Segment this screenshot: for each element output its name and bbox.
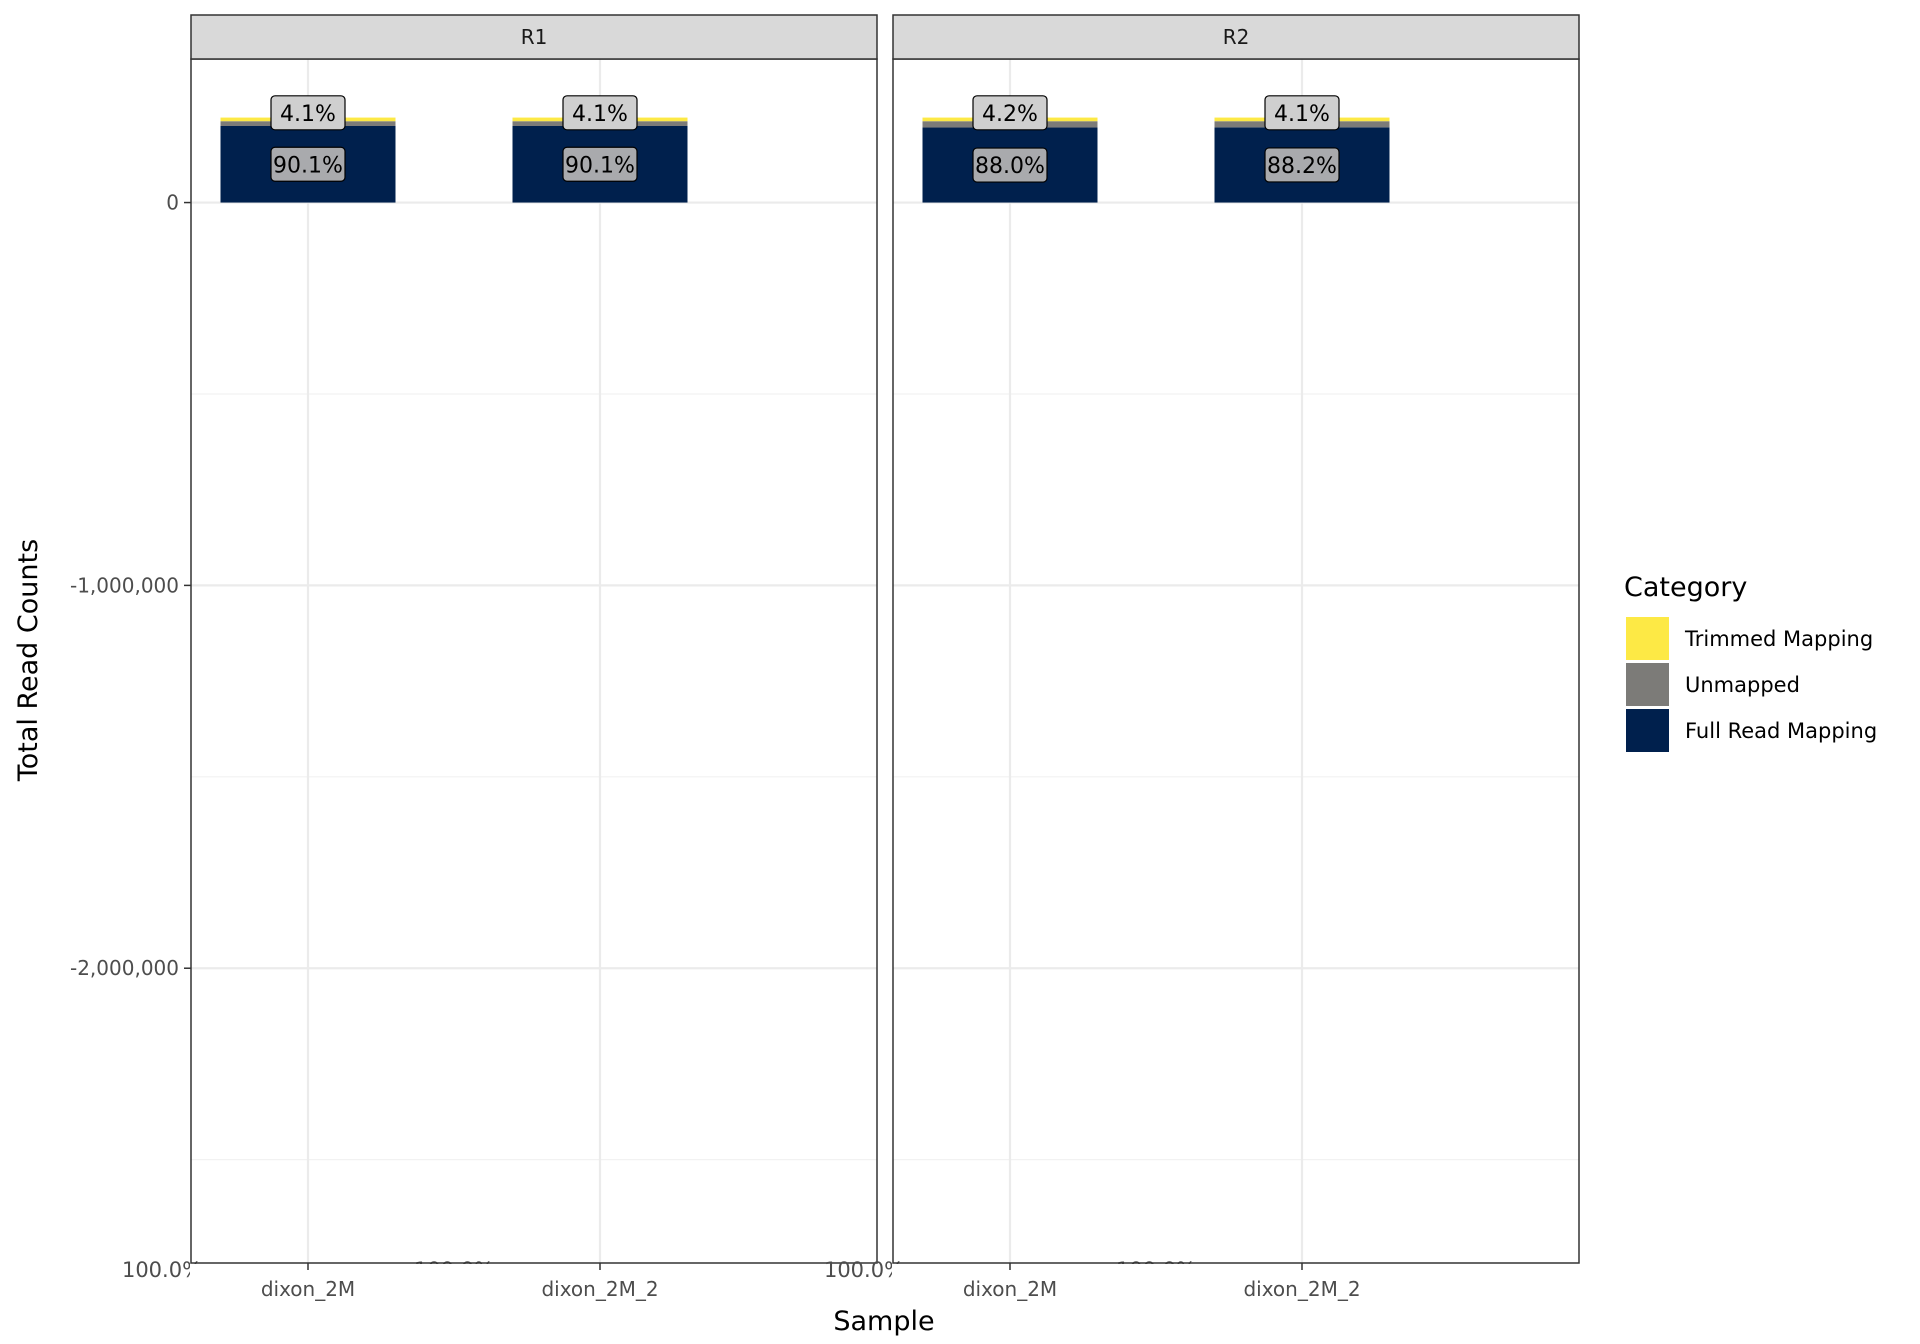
legend-label: Trimmed Mapping <box>1684 627 1873 651</box>
legend-label: Unmapped <box>1685 673 1800 697</box>
data-label-box <box>270 95 346 131</box>
clip-mask <box>892 1264 1580 1278</box>
data-label-box <box>270 146 346 182</box>
facet-strip <box>892 14 1580 60</box>
legend-swatch <box>1626 617 1669 660</box>
data-label: 4.1% <box>280 102 336 127</box>
data-label-box <box>972 95 1048 131</box>
facet-panel-r2: 88.0%4.2%100.0%88.2%4.1%100.0%R2dixon_2M… <box>824 14 1580 1301</box>
bottom-percent-label: 100.0% <box>824 1258 904 1282</box>
legend: Category Trimmed Mapping Unmapped Full Read… <box>1624 572 1877 752</box>
legend-swatch <box>1626 663 1669 706</box>
legend-swatch <box>1626 709 1669 752</box>
y-tick-label: 0 <box>166 191 179 215</box>
legend-title: Category <box>1624 572 1747 603</box>
clip-mask <box>190 1264 878 1278</box>
data-label: 4.1% <box>1274 102 1330 127</box>
facet-strip-label: R2 <box>1223 25 1250 49</box>
data-label-box <box>972 147 1048 183</box>
legend-label: Full Read Mapping <box>1685 719 1877 743</box>
panel-background <box>893 59 1579 1263</box>
panel-background <box>191 59 877 1263</box>
x-axis-title: Sample <box>833 1306 934 1337</box>
facet-panels: 90.1% 4.1% 100.0% 90.1% 4.1% 100.0% R1 dixon_2M… <box>70 14 1580 1301</box>
data-label-box <box>1264 147 1340 183</box>
facet-strip <box>190 14 878 60</box>
x-tick-label: dixon_2M_2 <box>1243 1277 1360 1301</box>
facet-strip-label: R1 <box>521 25 548 49</box>
bottom-percent-label: 100.0% <box>122 1258 202 1282</box>
y-axis-title: Total Read Counts <box>13 539 44 782</box>
data-label: 4.2% <box>982 102 1038 127</box>
y-tick-label: -1,000,000 <box>70 573 179 597</box>
data-label-box <box>562 146 638 182</box>
data-label: 88.2% <box>1267 154 1337 179</box>
data-label-box <box>1264 95 1340 131</box>
x-tick-label: dixon_2M_2 <box>541 1277 658 1301</box>
data-label-box <box>562 95 638 131</box>
y-tick-label: -2,000,000 <box>70 956 179 980</box>
x-tick-label: dixon_2M <box>963 1277 1057 1301</box>
data-label: 90.1% <box>565 153 635 178</box>
facet-panel-r1: 90.1%4.1%100.0%90.1%4.1%100.0%R1dixon_2M… <box>70 14 878 1301</box>
data-label: 4.1% <box>572 102 628 127</box>
x-tick-label: dixon_2M <box>261 1277 355 1301</box>
data-label: 90.1% <box>273 153 343 178</box>
data-label: 88.0% <box>975 154 1045 179</box>
